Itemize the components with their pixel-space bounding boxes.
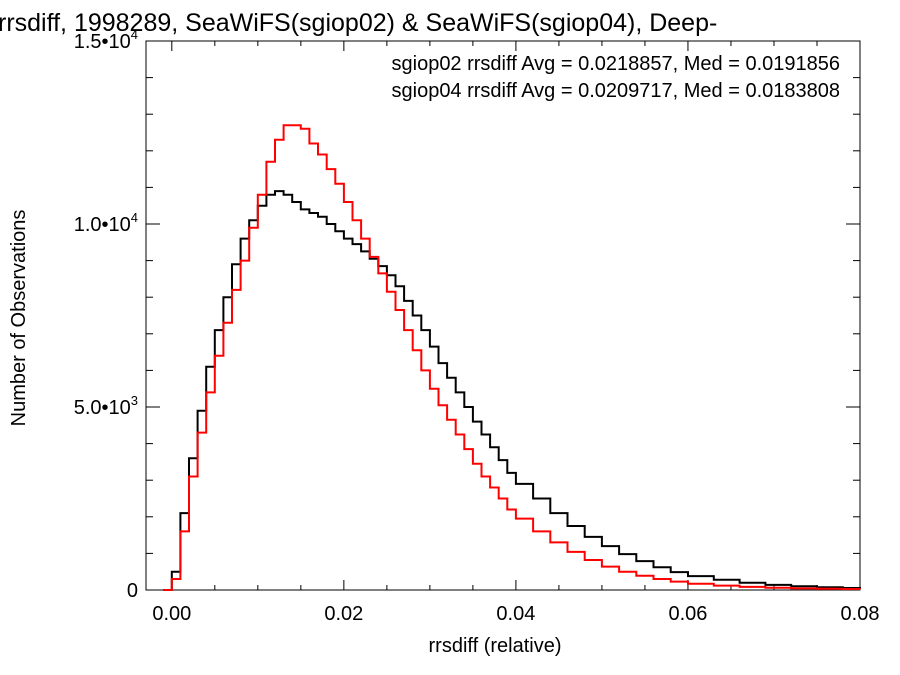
y-axis-label: Number of Observations (8, 210, 30, 427)
plot-frame (145, 40, 861, 591)
y-tick-mantissa: 1.0•10 (74, 214, 131, 236)
y-tick-label: 5.0•103 (74, 393, 138, 419)
y-tick-exponent: 4 (131, 27, 138, 42)
x-tick-label: 0.06 (668, 603, 707, 625)
y-tick-exponent: 3 (131, 393, 138, 408)
plot-border (145, 40, 861, 591)
y-tick-exponent: 4 (131, 210, 138, 225)
x-tick-label: 0.08 (841, 603, 880, 625)
y-tick-label: 1.5•104 (74, 27, 138, 53)
y-tick-mantissa: 0 (127, 580, 138, 602)
series-lines (163, 124, 861, 591)
x-axis-label: rrsdiff (relative) (429, 635, 562, 657)
series-line-0 (163, 190, 861, 591)
sgiop04-stats-annotation: sgiop04 rrsdiff Avg = 0.0209717, Med = 0… (392, 80, 841, 102)
x-tick-label: 0.04 (496, 603, 535, 625)
sgiop02-stats-annotation: sgiop02 rrsdiff Avg = 0.0218857, Med = 0… (392, 53, 841, 75)
y-tick-mantissa: 5.0•10 (74, 397, 131, 419)
y-tick-mantissa: 1.5•10 (74, 31, 131, 53)
chart-title: rrsdiff, 1998289, SeaWiFS(sgiop02) & Sea… (0, 9, 717, 37)
x-axis: 0.00 0.02 0.04 0.06 0.08 (152, 41, 879, 625)
x-tick-label: 0.00 (152, 603, 191, 625)
x-tick-label: 0.02 (324, 603, 363, 625)
y-tick-label: 0 (127, 580, 138, 602)
series-line-1 (163, 124, 861, 591)
y-tick-label: 1.0•104 (74, 210, 138, 236)
